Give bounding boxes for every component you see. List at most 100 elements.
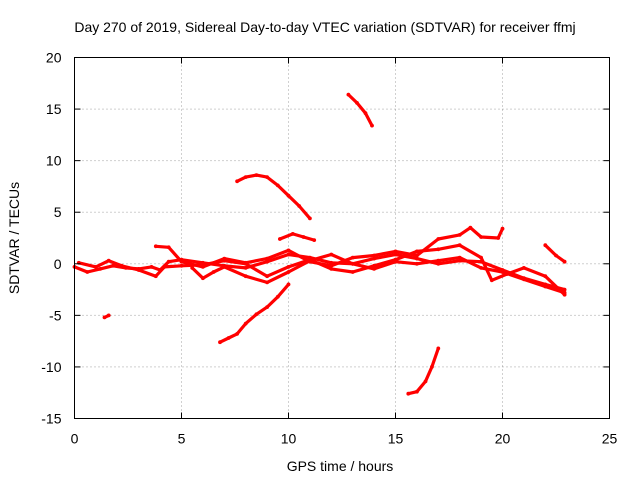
data-point [430,365,434,369]
data-point [106,313,111,318]
data-point [436,346,441,351]
data-point [436,247,441,252]
data-point [415,261,419,266]
data-point [162,265,167,269]
data-point [355,101,359,105]
data-point [522,277,526,282]
data-point [479,266,483,270]
x-tick-label: 25 [602,431,618,447]
data-point [436,258,441,263]
data-point [153,244,158,249]
data-point [329,263,334,268]
x-tick-label: 10 [281,431,297,447]
x-tick-label: 0 [71,431,79,447]
y-tick-label: 10 [46,153,62,169]
data-point [415,389,419,394]
data-series-group [72,92,567,396]
data-point [457,255,462,260]
data-point [393,249,398,254]
data-point [496,236,501,240]
x-axis-label: GPS time / hours [287,458,394,474]
data-point [286,265,291,269]
data-point [179,259,184,264]
data-point [201,265,205,269]
data-point [222,256,227,261]
data-point [222,265,227,269]
axis-ticks: 0 5 10 15 20 25 -15 -10 -5 0 5 10 15 20 [41,50,617,447]
data-point [372,253,376,258]
data-point [415,249,419,254]
x-tick-label: 20 [495,431,511,447]
data-point [265,280,269,285]
series-arc-6 [346,93,374,128]
data-point [372,267,376,271]
data-point [94,265,98,269]
series-arc-3 [154,226,505,269]
data-point [329,252,334,257]
data-point [226,336,231,340]
data-point [308,216,312,221]
data-point [218,340,222,345]
chart-title: Day 270 of 2019, Sidereal Day-to-day VTE… [74,19,575,35]
data-point [275,183,280,188]
data-point [235,332,240,336]
data-point [372,256,376,261]
data-point [423,379,428,384]
data-point [166,259,171,264]
data-point [286,248,291,253]
data-point [436,261,441,266]
data-point [179,263,184,268]
data-point [98,267,103,271]
data-point [265,259,269,264]
data-point [457,243,462,248]
data-point [350,270,355,274]
data-point [457,233,462,237]
data-point [265,256,269,261]
data-point [312,238,317,243]
data-point [243,266,248,270]
data-point [106,258,111,263]
data-point [166,245,171,250]
data-point [415,253,419,258]
data-point [243,321,248,326]
data-point [543,284,548,289]
y-tick-label: 0 [54,256,62,272]
data-point [119,263,124,268]
x-tick-label: 5 [178,431,186,447]
data-point [297,204,302,208]
data-point [554,253,558,258]
data-point [562,259,567,264]
data-point [372,263,376,268]
data-point [149,265,154,269]
y-tick-label: -10 [41,359,61,375]
data-point [254,312,259,317]
data-point [500,226,505,231]
data-point [290,232,295,236]
data-point [278,237,282,241]
data-point [350,261,355,266]
data-point [153,274,158,279]
series-arc-4 [190,252,567,295]
data-point [370,123,374,128]
data-point [136,268,141,272]
data-point [562,287,567,292]
data-point [479,235,483,239]
data-point [543,243,548,248]
data-point [243,175,248,180]
data-point [286,270,291,274]
data-point [85,270,90,274]
data-point [415,256,419,261]
data-point [286,282,291,287]
data-point [265,274,269,279]
data-point [286,193,291,198]
data-point [522,266,526,270]
data-point [286,252,291,257]
data-point [265,305,269,309]
data-point [479,255,483,260]
data-point [543,274,548,279]
data-point [201,276,205,281]
plot-frame [74,57,610,419]
data-point [363,111,368,116]
series-arc-8 [406,346,440,396]
data-point [190,266,195,270]
